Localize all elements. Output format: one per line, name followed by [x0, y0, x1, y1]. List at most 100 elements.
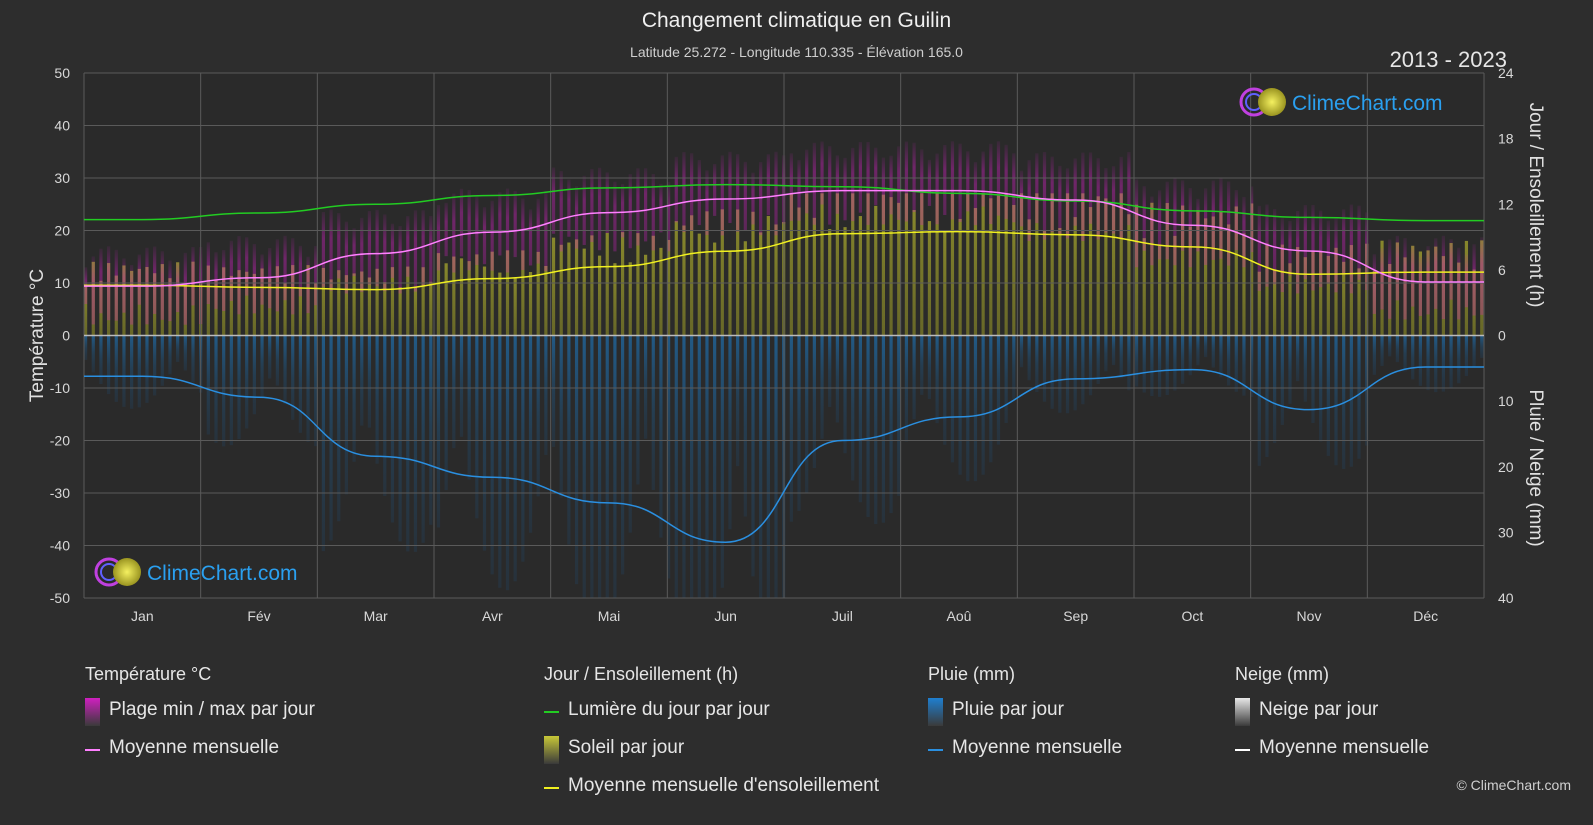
- year-range: 2013 - 2023: [1389, 47, 1507, 72]
- temp-range-bar: [682, 152, 686, 233]
- y-left-axis-title: Température °C: [27, 269, 48, 402]
- sunshine-bar: [521, 250, 525, 336]
- temp-range-bar: [620, 184, 625, 238]
- temp-range-bar: [1219, 178, 1223, 259]
- sunshine-bar: [429, 281, 433, 336]
- rain-bar: [360, 335, 364, 426]
- x-tick-label: Jan: [131, 608, 154, 624]
- rain-bar: [774, 335, 778, 598]
- sunshine-bar: [835, 193, 839, 336]
- rain-bar: [245, 335, 249, 429]
- legend-group-title: Jour / Ensoleillement (h): [544, 664, 739, 684]
- y-left-tick-label: -20: [50, 433, 70, 449]
- sunshine-bar: [1219, 211, 1223, 336]
- temp-range-bar: [644, 168, 648, 242]
- y-left-tick-label: -10: [50, 380, 70, 396]
- rain-bar: [943, 335, 947, 445]
- legend-group-title: Température °C: [85, 664, 212, 684]
- rain-bar: [482, 335, 487, 551]
- legend-item: Soleil par jour: [544, 736, 879, 775]
- temp-range-bar: [1165, 181, 1169, 260]
- sunshine-bar: [1012, 204, 1016, 336]
- legend-label: Lumière du jour par jour: [568, 699, 770, 720]
- rain-bar: [160, 335, 164, 386]
- sunshine-bar: [452, 256, 456, 336]
- sunshine-bar: [1273, 269, 1277, 336]
- sunshine-bar: [705, 211, 709, 336]
- x-tick-label: Déc: [1413, 608, 1438, 624]
- sunshine-bar: [1050, 193, 1054, 336]
- sunshine-bar: [1150, 202, 1154, 336]
- rain-bar: [475, 335, 479, 519]
- sunshine-bar: [498, 272, 502, 336]
- temp-range-bar: [237, 236, 241, 315]
- temp-range-bar: [482, 207, 487, 265]
- logo-text: ClimeChart.com: [147, 562, 298, 585]
- temp-range-bar: [713, 164, 717, 216]
- sunshine-bar: [1111, 204, 1116, 336]
- rain-bar: [1188, 335, 1192, 376]
- rain-bar: [1265, 335, 1269, 458]
- rain-bar: [467, 335, 471, 480]
- rain-bar: [444, 335, 448, 491]
- rain-bar: [528, 335, 533, 533]
- rain-bar: [713, 335, 717, 598]
- sunshine-bar: [1027, 219, 1031, 336]
- rain-bar: [1211, 335, 1215, 368]
- sunshine-bar: [582, 248, 586, 336]
- rain-bar: [1204, 335, 1208, 358]
- sunshine-bar: [889, 197, 893, 336]
- sunshine-bar: [436, 253, 441, 336]
- sunshine-bar: [1288, 263, 1292, 336]
- legend-swatch-box: [1235, 698, 1250, 726]
- temp-range-bar: [705, 170, 709, 235]
- sunshine-bar: [567, 242, 571, 336]
- temp-range-bar: [1111, 166, 1116, 234]
- sunshine-bar: [644, 254, 648, 336]
- temp-range-bar: [1142, 186, 1146, 251]
- rain-bar: [720, 335, 724, 588]
- sunshine-bar: [1004, 193, 1008, 336]
- temp-range-bar: [1380, 248, 1384, 310]
- temp-range-bar: [789, 153, 793, 221]
- y-right-top-axis-title: Jour / Ensoleillement (h): [1525, 103, 1546, 308]
- rain-bar: [176, 335, 180, 362]
- rain-bar: [667, 335, 671, 579]
- rain-bar: [314, 335, 318, 447]
- rain-bar: [1012, 335, 1016, 399]
- sunshine-bar: [1227, 224, 1231, 336]
- logo-sun-icon: [1258, 88, 1286, 116]
- temp-range-bar: [1242, 196, 1246, 268]
- temp-range-bar: [1319, 210, 1323, 288]
- temp-range-bar: [1434, 238, 1438, 309]
- rain-bar: [536, 335, 540, 497]
- sunshine-bar: [1104, 198, 1108, 336]
- temp-range-bar: [559, 171, 563, 252]
- rain-bar: [114, 335, 118, 402]
- rain-bar: [1395, 335, 1399, 363]
- temp-range-bar: [774, 151, 778, 236]
- sunshine-bar: [1134, 204, 1139, 336]
- legend-snow: Neige (mm) Neige par jour Moyenne mensuell…: [1235, 664, 1429, 775]
- rain-bar: [383, 335, 387, 496]
- temp-range-bar: [206, 242, 210, 305]
- temp-range-bar: [1234, 190, 1238, 250]
- rain-bar: [973, 335, 978, 482]
- temp-range-bar: [168, 260, 172, 322]
- legend-swatch-line: [544, 711, 559, 713]
- temp-range-bar: [490, 200, 494, 271]
- sunshine-bar: [1234, 206, 1238, 336]
- temp-range-bar: [736, 154, 740, 232]
- sunshine-bar: [329, 279, 333, 336]
- temp-range-bar: [1441, 235, 1446, 319]
- rain-bar: [429, 335, 433, 525]
- rain-bar: [1196, 335, 1200, 366]
- rain-bar: [1227, 335, 1231, 386]
- x-tick-label: Jun: [714, 608, 737, 624]
- temp-range-bar: [1457, 247, 1461, 320]
- y-left-tick-label: 0: [62, 328, 70, 344]
- sunshine-bar: [874, 205, 878, 336]
- rain-bar: [1334, 335, 1338, 466]
- rain-bar: [505, 335, 510, 591]
- sunshine-bar: [1081, 193, 1085, 336]
